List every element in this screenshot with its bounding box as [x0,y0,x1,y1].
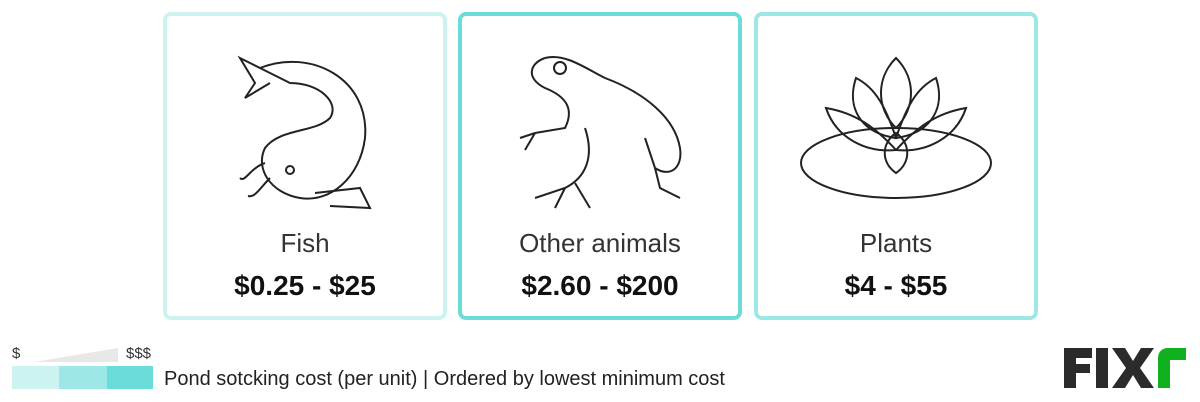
card-name: Fish [280,228,330,258]
legend-swatch-low [12,366,59,389]
water-lily-icon [800,56,992,199]
legend-high-label: $$$ [126,345,152,362]
card-other-animals: Other animals $2.60 - $200 [458,12,742,320]
koi-fish-icon [237,55,372,210]
frog-icon [519,56,682,209]
card-name: Plants [859,228,933,258]
legend-swatch-mid [59,366,107,389]
card-price: $4 - $55 [844,270,948,301]
legend-caption: Pond sotcking cost (per unit) | Ordered … [164,368,725,390]
cost-scale-wedge [34,348,118,362]
card-name: Other animals [519,228,681,258]
card-price: $2.60 - $200 [521,270,679,301]
card-fish: Fish $0.25 - $25 [163,12,447,320]
card-plants: Plants $4 - $55 [754,12,1038,320]
legend-low-label: $ [12,345,21,362]
fixr-logo [1064,348,1186,388]
legend-swatch-high [107,366,153,389]
card-price: $0.25 - $25 [234,270,376,301]
